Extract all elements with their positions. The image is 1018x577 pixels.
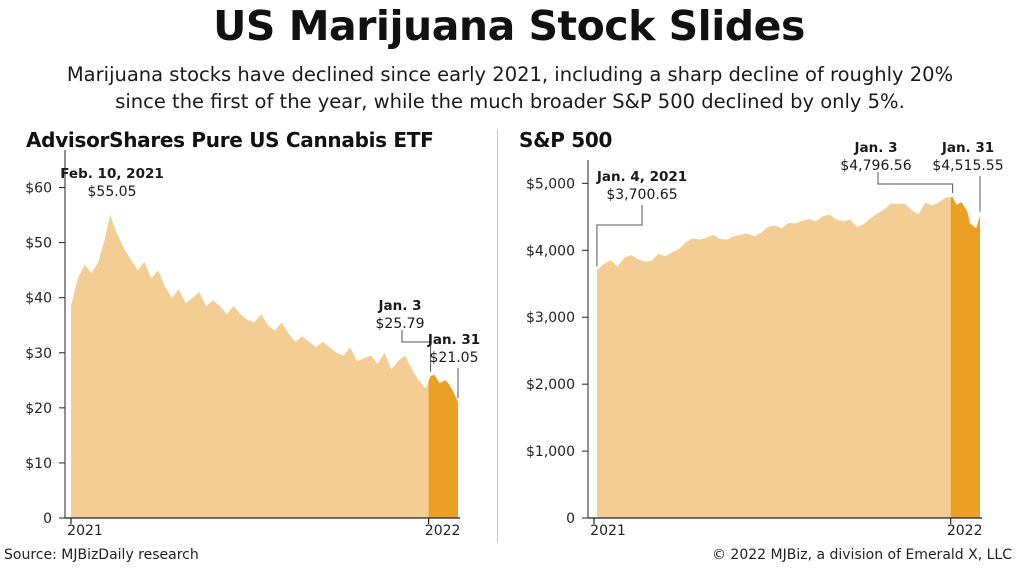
- annotation-date: Jan. 3: [854, 140, 898, 156]
- annotation-date: Jan. 3: [378, 298, 422, 314]
- area-2022: [950, 197, 980, 518]
- annotation-leader: [877, 172, 954, 193]
- y-tick-label: $10: [25, 456, 52, 472]
- chart-subtitle: Marijuana stocks have declined since ear…: [20, 61, 1000, 115]
- y-tick-label: $50: [25, 236, 52, 252]
- annotation-date: Feb. 10, 2021: [60, 166, 164, 182]
- annotation-value: $21.05: [430, 350, 479, 366]
- annotation-date: Jan. 4, 2021: [596, 169, 687, 185]
- y-tick-label: $20: [25, 401, 52, 417]
- annotation-value: $4,796.56: [840, 158, 911, 174]
- x-tick-label: 2022: [947, 523, 983, 539]
- panel-title-cannabis-etf: AdvisorShares Pure US Cannabis ETF: [26, 128, 434, 152]
- y-tick-label: 0: [43, 511, 52, 527]
- area-2021: [71, 214, 429, 519]
- annotation-value: $4,515.55: [932, 158, 1003, 174]
- x-tick-label: 2021: [67, 523, 103, 539]
- y-tick-label: $5,000: [526, 176, 575, 192]
- y-tick-label: $1,000: [526, 444, 575, 460]
- x-tick-label: 2022: [425, 523, 461, 539]
- subtitle-line-1: Marijuana stocks have declined since ear…: [66, 63, 954, 86]
- annotation-date: Jan. 31: [941, 140, 994, 156]
- annotation-value: $55.05: [88, 184, 137, 200]
- y-tick-label: $4,000: [526, 243, 575, 259]
- annotation-value: $25.79: [376, 316, 425, 332]
- annotation-leader: [401, 330, 432, 372]
- annotation-leader: [596, 205, 643, 267]
- subtitle-line-2: since the first of the year, while the m…: [115, 90, 905, 113]
- y-tick-label: $40: [25, 291, 52, 307]
- copyright-note: © 2022 MJBiz, a division of Emerald X, L…: [711, 547, 1012, 563]
- annotation-value: $3,700.65: [606, 187, 677, 203]
- source-note: Source: MJBizDaily research: [4, 547, 199, 563]
- y-tick-label: $3,000: [526, 310, 575, 326]
- y-tick-label: $60: [25, 181, 52, 197]
- panel-title-sp500: S&P 500: [519, 128, 613, 152]
- y-tick-label: $2,000: [526, 377, 575, 393]
- y-tick-label: 0: [566, 511, 575, 527]
- panel-divider: [497, 130, 498, 542]
- area-2021: [596, 197, 951, 518]
- chart-title: US Marijuana Stock Slides: [213, 2, 805, 50]
- x-tick-label: 2021: [590, 523, 626, 539]
- annotation-date: Jan. 31: [427, 332, 480, 348]
- area-2022: [428, 374, 458, 518]
- y-tick-label: $30: [25, 346, 52, 362]
